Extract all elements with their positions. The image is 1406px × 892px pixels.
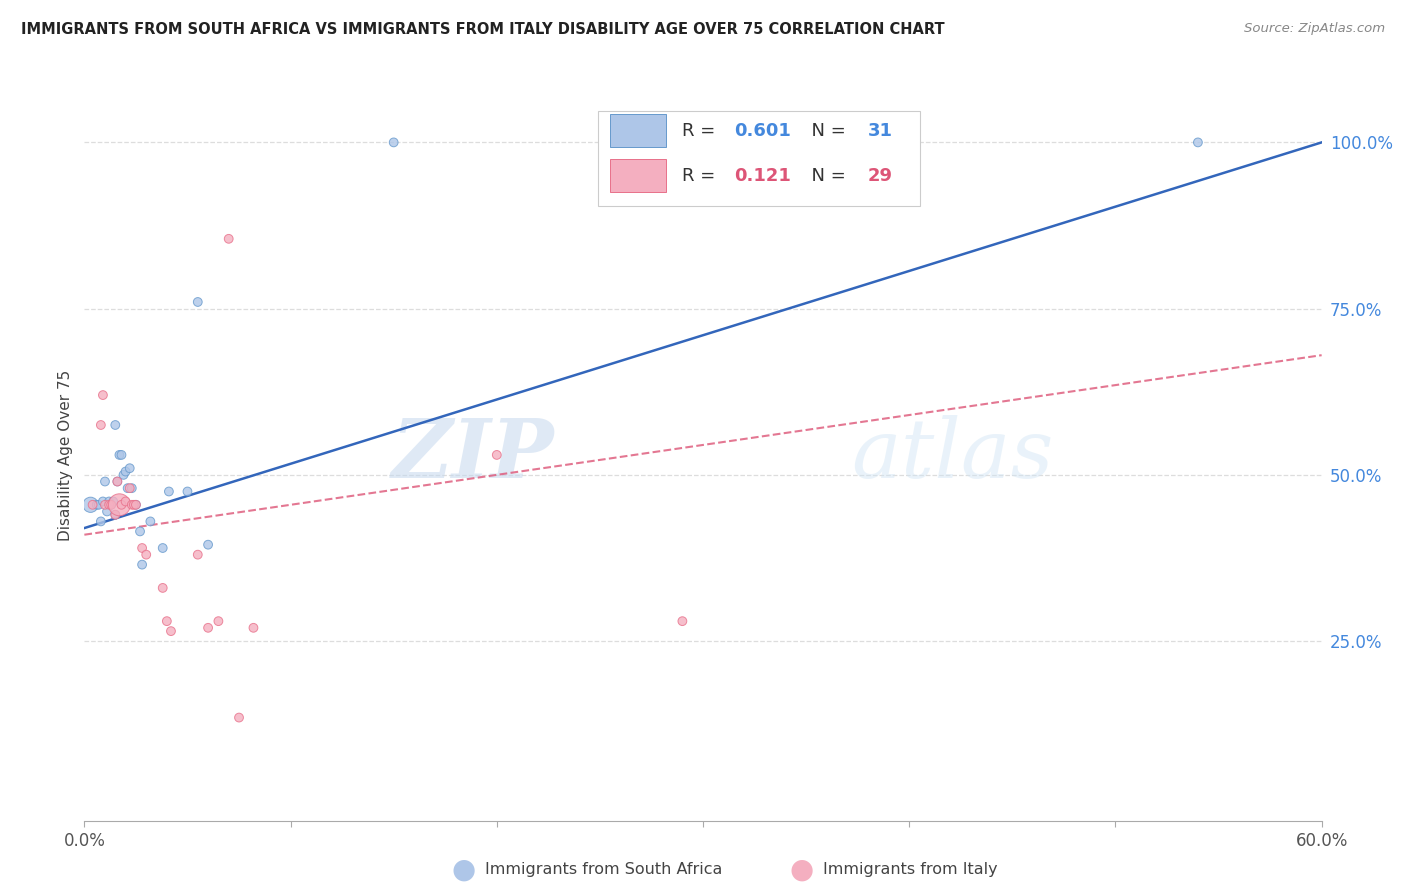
Point [218,232,240,246]
Point [91,388,114,402]
Point [87,498,110,512]
Text: IMMIGRANTS FROM SOUTH AFRICA VS IMMIGRANTS FROM ITALY DISABILITY AGE OVER 75 COR: IMMIGRANTS FROM SOUTH AFRICA VS IMMIGRAN… [21,22,945,37]
Text: N =: N = [800,167,851,185]
Text: R =: R = [682,122,721,140]
Point [156,614,179,628]
Point [125,498,148,512]
Point [242,621,264,635]
Point [125,498,148,512]
FancyBboxPatch shape [610,114,666,147]
Point [104,417,127,432]
Point [114,494,136,508]
Text: ZIP: ZIP [392,415,554,495]
Point [114,465,136,479]
Point [98,494,121,508]
Point [104,508,127,522]
Point [131,558,153,572]
Point [157,484,180,499]
Point [118,481,141,495]
Point [382,136,405,150]
Point [228,710,250,724]
Point [91,494,114,508]
Text: atlas: atlas [852,415,1054,495]
Point [135,548,157,562]
Text: 0.121: 0.121 [734,167,790,185]
Text: Immigrants from Italy: Immigrants from Italy [823,863,997,877]
Text: Source: ZipAtlas.com: Source: ZipAtlas.com [1244,22,1385,36]
Point [121,481,143,495]
Point [103,494,125,508]
Point [160,624,183,639]
Text: 29: 29 [868,167,893,185]
Point [94,475,117,489]
Point [110,498,132,512]
Point [129,524,152,539]
Text: R =: R = [682,167,727,185]
Point [82,498,104,512]
Point [98,498,121,512]
Point [1187,136,1209,150]
Text: N =: N = [800,122,851,140]
Point [108,448,131,462]
FancyBboxPatch shape [610,159,666,192]
Point [485,448,508,462]
Text: Immigrants from South Africa: Immigrants from South Africa [485,863,723,877]
Point [110,448,132,462]
Point [117,481,139,495]
Point [131,541,153,555]
Text: 0.601: 0.601 [734,122,790,140]
Point [152,541,174,555]
Text: 31: 31 [868,122,893,140]
Point [90,515,112,529]
Point [96,504,118,518]
Point [86,498,108,512]
Point [112,467,135,482]
Y-axis label: Disability Age Over 75: Disability Age Over 75 [58,369,73,541]
Point [105,475,128,489]
Point [197,621,219,635]
Point [79,498,101,512]
Point [713,136,735,150]
Point [100,498,122,512]
Point [94,498,117,512]
Point [187,548,209,562]
Point [122,498,145,512]
Point [152,581,174,595]
Point [118,461,141,475]
Point [207,614,229,628]
Point [139,515,162,529]
FancyBboxPatch shape [598,112,920,206]
Point [187,295,209,310]
Point [176,484,198,499]
Point [121,498,143,512]
Text: ●: ● [789,855,814,884]
Point [104,508,127,522]
Point [90,417,112,432]
Point [671,614,693,628]
Text: ●: ● [451,855,477,884]
Point [105,475,128,489]
Point [108,498,131,512]
Point [100,498,122,512]
Point [197,538,219,552]
